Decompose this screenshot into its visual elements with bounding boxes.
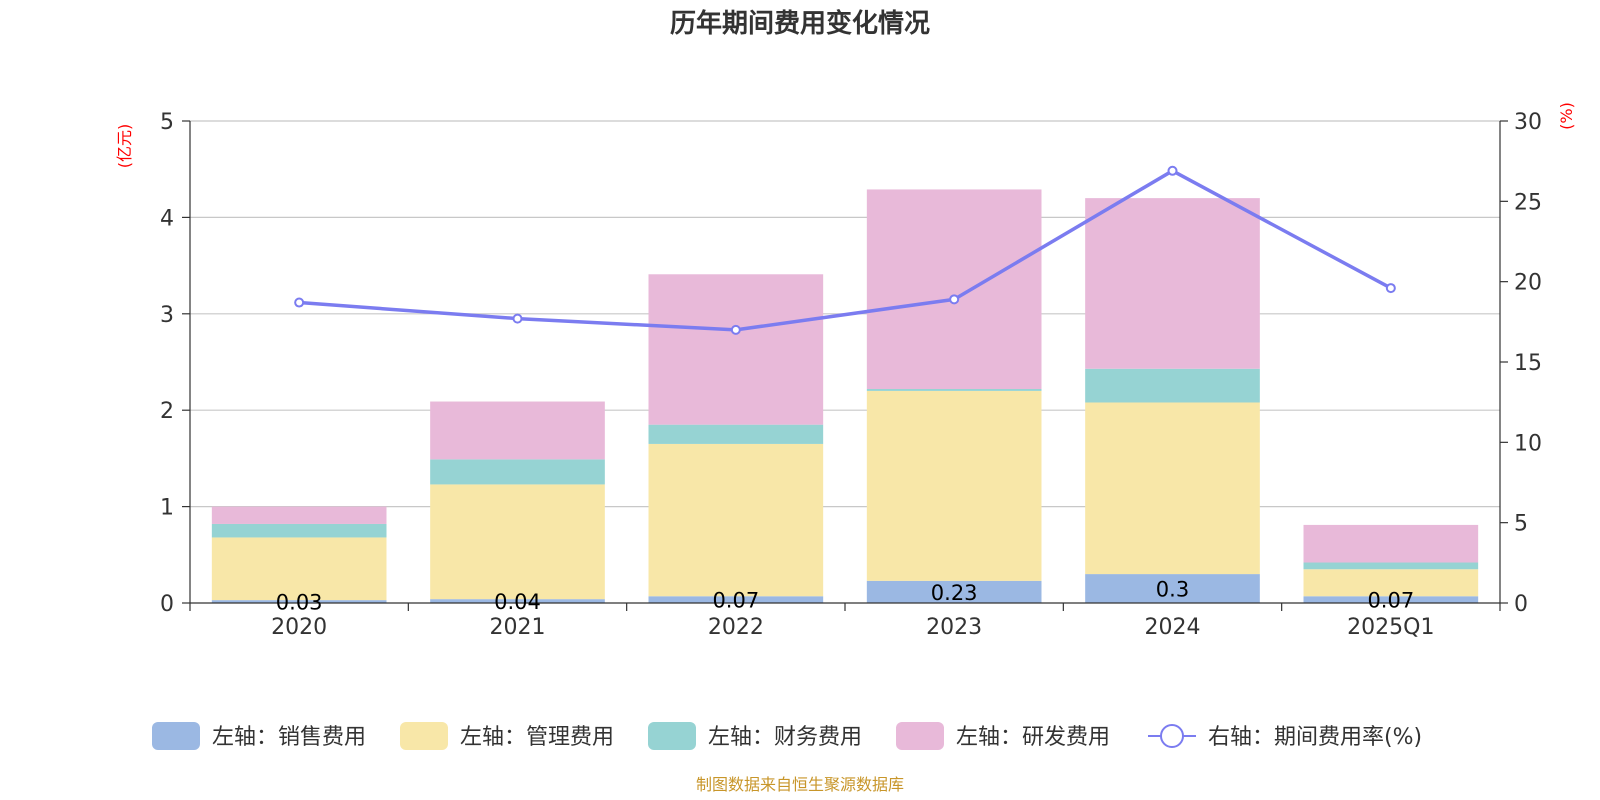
bar-data-label: 0.07 bbox=[712, 589, 759, 613]
bar-segment bbox=[430, 401, 605, 460]
legend-swatch bbox=[152, 722, 200, 750]
chart-title: 历年期间费用变化情况 bbox=[670, 8, 930, 39]
legend-label: 左轴：研发费用 bbox=[956, 725, 1110, 750]
legend-swatch bbox=[648, 722, 696, 750]
bar-data-label: 0.23 bbox=[931, 581, 978, 605]
bar-data-label: 0.04 bbox=[494, 590, 541, 614]
legend-label: 右轴：期间费用率(%) bbox=[1208, 725, 1422, 750]
source-note: 制图数据来自恒生聚源数据库 bbox=[696, 775, 904, 794]
bar-segment bbox=[1085, 198, 1260, 369]
right-axis-tick-label: 5 bbox=[1514, 512, 1528, 537]
bar-segment bbox=[1303, 562, 1479, 570]
rate-point bbox=[512, 313, 523, 324]
bar-data-label: 0.07 bbox=[1367, 589, 1414, 613]
right-axis-unit: (%) bbox=[1557, 102, 1576, 130]
axes: 0 1 2 3 4 5 0 5 10 15 20 25 30 2020 2021 2022 2023 2024 20… bbox=[160, 110, 1542, 640]
left-axis-tick-label: 2 bbox=[160, 399, 174, 424]
rate-point bbox=[294, 297, 305, 308]
x-axis-tick-label: 2024 bbox=[1145, 615, 1201, 640]
legend: 左轴：销售费用 左轴：管理费用 左轴：财务费用 左轴：研发费用 右轴：期间费用率(%) bbox=[152, 722, 1422, 750]
legend-swatch bbox=[400, 722, 448, 750]
x-axis-tick-label: 2023 bbox=[926, 615, 982, 640]
x-axis-tick-label: 2020 bbox=[271, 615, 327, 640]
legend-label: 左轴：财务费用 bbox=[708, 725, 862, 750]
legend-label: 左轴：管理费用 bbox=[460, 725, 614, 750]
bar-segment bbox=[648, 424, 824, 444]
bar-segment bbox=[1085, 402, 1260, 575]
rate-point bbox=[1167, 165, 1178, 176]
bar-segment bbox=[1085, 574, 1260, 603]
left-axis-tick-label: 3 bbox=[160, 303, 174, 328]
bar-segment bbox=[866, 189, 1042, 389]
legend-swatch bbox=[896, 722, 944, 750]
legend-label: 左轴：销售费用 bbox=[212, 725, 366, 750]
right-axis-tick-label: 0 bbox=[1514, 592, 1528, 617]
left-axis-tick-label: 5 bbox=[160, 110, 174, 135]
bar-series bbox=[211, 189, 1479, 603]
bar-segment bbox=[866, 580, 1042, 603]
bar-segment bbox=[211, 600, 387, 603]
line-series bbox=[294, 165, 1396, 335]
legend-circle-marker bbox=[1160, 724, 1184, 748]
bar-segment bbox=[866, 390, 1042, 581]
bar-segment bbox=[866, 388, 1042, 391]
bar-segment bbox=[1085, 368, 1260, 403]
right-axis-tick-label: 15 bbox=[1514, 351, 1542, 376]
right-axis-tick-label: 30 bbox=[1514, 110, 1542, 135]
bar-segment bbox=[211, 506, 387, 524]
x-axis-tick-label: 2021 bbox=[490, 615, 546, 640]
bar-segment bbox=[1303, 569, 1479, 597]
bar-segment bbox=[211, 523, 387, 538]
bar-segment bbox=[430, 484, 605, 600]
left-axis-unit: (亿元) bbox=[115, 124, 134, 169]
bar-segment bbox=[648, 274, 824, 425]
rate-line bbox=[299, 169, 1392, 332]
right-axis-tick-label: 20 bbox=[1514, 271, 1542, 296]
left-axis-tick-label: 1 bbox=[160, 496, 174, 521]
right-axis-tick-label: 25 bbox=[1514, 190, 1542, 215]
right-axis-tick-label: 10 bbox=[1514, 431, 1542, 456]
bar-data-label: 0.03 bbox=[276, 591, 323, 615]
left-axis-tick-label: 0 bbox=[160, 592, 174, 617]
bar-segment bbox=[1303, 524, 1479, 563]
bar-segment bbox=[1303, 596, 1479, 603]
rate-point bbox=[1385, 283, 1396, 294]
bar-segment bbox=[211, 537, 387, 601]
left-axis-tick-label: 4 bbox=[160, 206, 174, 231]
bar-segment bbox=[648, 443, 824, 597]
data-labels: 0.03 0.04 0.07 0.23 0.3 0.07 bbox=[276, 578, 1414, 615]
x-axis-tick-label: 2025Q1 bbox=[1347, 615, 1434, 640]
bar-data-label: 0.3 bbox=[1156, 578, 1189, 602]
bar-segment bbox=[430, 599, 605, 603]
bar-segment bbox=[648, 596, 824, 603]
rate-point bbox=[730, 324, 741, 335]
x-axis-tick-label: 2022 bbox=[708, 615, 764, 640]
bar-segment bbox=[430, 459, 605, 485]
rate-point bbox=[949, 294, 960, 305]
